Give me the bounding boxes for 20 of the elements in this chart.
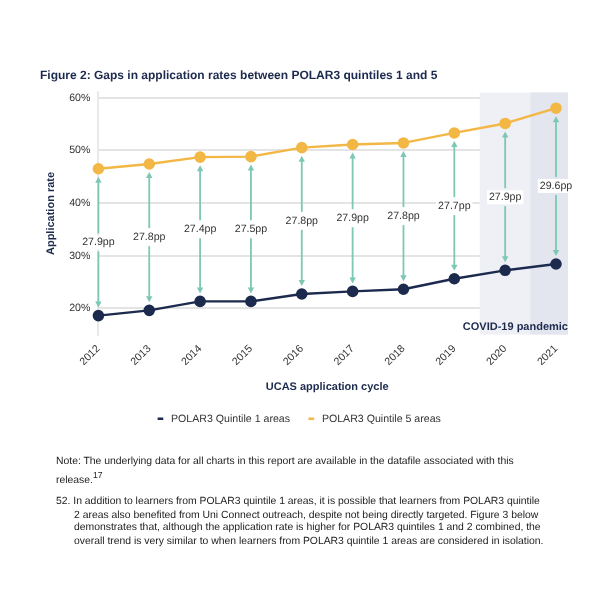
point [245,295,257,308]
point [550,258,562,270]
point [448,127,461,139]
point [346,138,359,151]
point [550,102,562,114]
point [245,150,257,163]
point [295,288,308,300]
point [92,162,105,175]
point [295,141,308,154]
point [397,137,410,149]
point [448,272,461,285]
point [143,304,156,317]
point [499,264,511,277]
point [143,158,156,170]
point [194,295,206,308]
point [194,151,206,163]
point [92,309,105,322]
point [346,285,359,298]
point [397,283,410,296]
point [499,117,511,130]
